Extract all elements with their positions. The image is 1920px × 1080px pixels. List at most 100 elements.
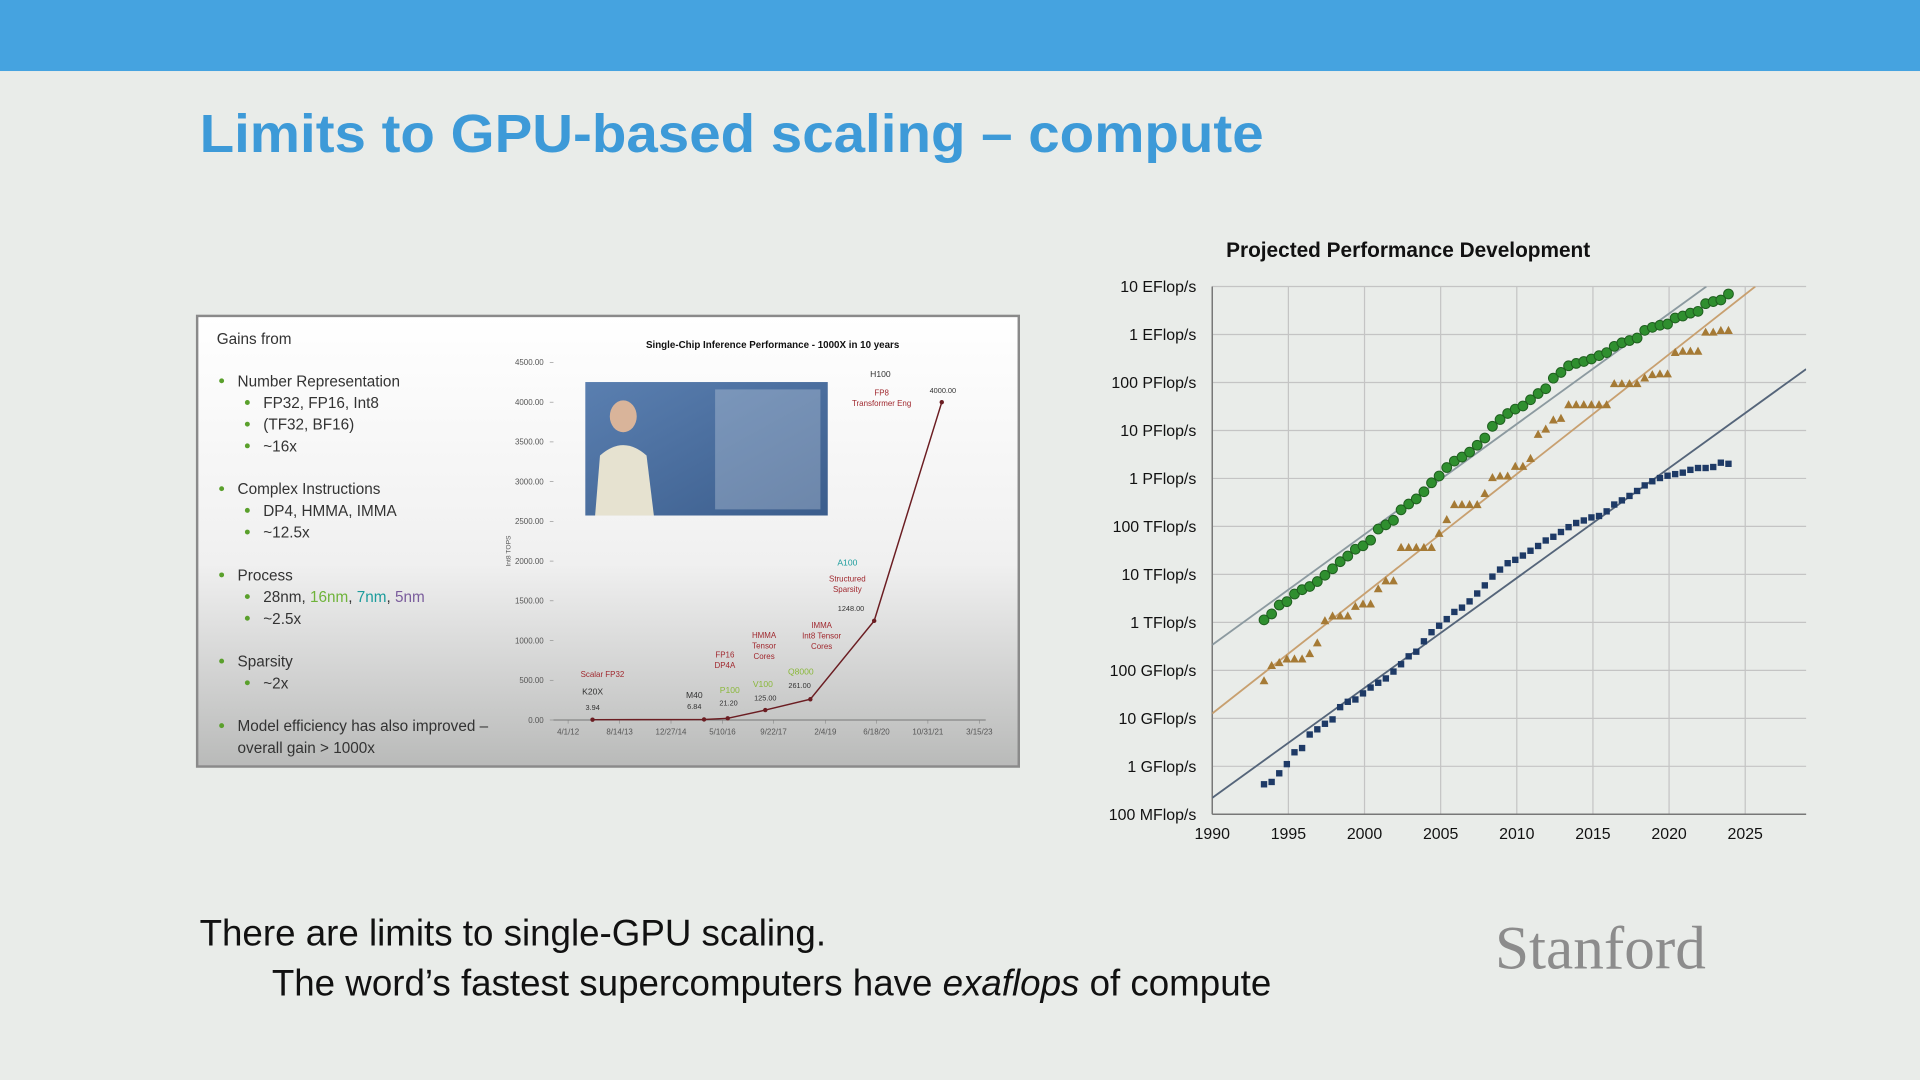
marker-square	[1397, 661, 1405, 668]
marker-triangle	[1305, 649, 1315, 658]
point-note: Cores	[811, 642, 832, 651]
marker-circle	[1532, 388, 1544, 399]
marker-circle	[1525, 394, 1536, 406]
marker-triangle	[1259, 676, 1269, 685]
bullet-text: Model efficiency has also improved –	[238, 718, 489, 735]
y-tick-label: 0.00	[528, 716, 544, 725]
sub-bullet-text: ~12.5x	[263, 525, 310, 542]
marker-triangle	[1381, 576, 1391, 585]
x-tick-label: 2005	[1423, 826, 1459, 843]
data-point	[590, 717, 595, 722]
marker-triangle	[1602, 400, 1612, 409]
marker-triangle	[1282, 654, 1292, 663]
marker-triangle	[1625, 379, 1634, 388]
marker-circle	[1311, 576, 1323, 587]
marker-triangle	[1335, 611, 1345, 620]
marker-triangle	[1495, 471, 1505, 480]
inset-heading: Gains from	[217, 331, 292, 348]
marker-circle	[1395, 504, 1407, 516]
bullet-text: Number Representation	[238, 373, 400, 390]
y-tick-label: 4000.00	[515, 398, 544, 407]
marker-square	[1603, 508, 1610, 515]
text-part: DP4, HMMA, IMMA	[263, 503, 397, 520]
marker-circle	[1723, 288, 1734, 300]
point-note: FP8	[874, 389, 889, 398]
marker-triangle	[1472, 500, 1482, 509]
x-tick-label: 10/31/21	[912, 728, 943, 737]
x-tick-label: 9/22/17	[760, 728, 787, 737]
marker-circle	[1357, 540, 1369, 552]
marker-square	[1283, 760, 1291, 768]
marker-triangle	[1609, 379, 1619, 388]
y-tick-label: 1 TFlop/s	[1130, 615, 1196, 632]
marker-triangle	[1297, 654, 1307, 663]
text-part: ,	[387, 589, 396, 606]
value-label: 6.84	[687, 702, 701, 711]
marker-triangle	[1465, 500, 1475, 509]
marker-circle	[1410, 493, 1422, 505]
point-name: P100	[720, 685, 740, 695]
marker-square	[1595, 512, 1603, 520]
marker-triangle	[1632, 379, 1642, 388]
bullet	[219, 572, 225, 578]
marker-circle	[1281, 596, 1293, 608]
trend-line	[1212, 286, 1756, 715]
marker-triangle	[1640, 373, 1650, 382]
marker-square	[1260, 781, 1268, 788]
marker-circle	[1555, 367, 1567, 378]
marker-circle	[1426, 477, 1437, 489]
marker-triangle	[1556, 413, 1566, 422]
marker-square	[1557, 528, 1565, 536]
marker-square	[1405, 653, 1412, 660]
marker-triangle	[1693, 346, 1703, 355]
marker-circle	[1388, 514, 1399, 526]
point-note: HMMA	[752, 631, 777, 640]
text-part: 7nm	[357, 589, 387, 606]
marker-triangle	[1411, 542, 1421, 551]
logo: Stanford	[1495, 915, 1706, 983]
sub-bullet	[244, 529, 250, 535]
bullet-text: Sparsity	[238, 654, 294, 671]
value-label: 1248.00	[838, 604, 865, 613]
y-tick-label: 10 PFlop/s	[1120, 423, 1196, 440]
marker-square	[1717, 459, 1725, 466]
marker-square	[1633, 487, 1641, 495]
point-note: FP16	[715, 651, 735, 660]
sub-bullet	[244, 615, 250, 621]
marker-square	[1588, 514, 1595, 521]
marker-square	[1352, 696, 1359, 703]
marker-square	[1359, 690, 1367, 697]
marker-circle	[1266, 608, 1278, 620]
marker-triangle	[1708, 327, 1718, 336]
marker-triangle	[1587, 400, 1596, 409]
marker-circle	[1433, 470, 1445, 482]
caption-line: The word’s fastest supercomputers have e…	[272, 963, 1271, 1004]
marker-square	[1580, 517, 1587, 524]
marker-square	[1314, 726, 1321, 733]
point-note: Sparsity	[833, 585, 862, 594]
marker-square	[1306, 731, 1313, 738]
marker-triangle	[1373, 584, 1383, 593]
text-part: The word’s fastest supercomputers have	[272, 963, 943, 1004]
marker-square	[1298, 744, 1306, 752]
marker-square	[1474, 590, 1481, 597]
marker-square	[1291, 749, 1298, 756]
point-name: A100	[837, 558, 857, 568]
x-tick-label: 2/4/19	[814, 728, 837, 737]
marker-square	[1458, 604, 1466, 611]
value-label: 125.00	[754, 693, 776, 702]
x-tick-label: 3/15/23	[966, 728, 993, 737]
sub-bullet	[244, 400, 250, 405]
marker-circle	[1403, 498, 1415, 510]
point-note: Structured	[829, 575, 866, 584]
bullet	[219, 378, 225, 384]
y-tick-label: 3500.00	[515, 438, 544, 447]
y-tick-label: 1000.00	[515, 636, 544, 645]
marker-triangle	[1328, 611, 1337, 620]
slide-title: Limits to GPU-based scaling – compute	[200, 104, 1264, 164]
marker-triangle	[1343, 611, 1353, 620]
data-point	[725, 716, 730, 721]
marker-triangle	[1358, 599, 1368, 608]
